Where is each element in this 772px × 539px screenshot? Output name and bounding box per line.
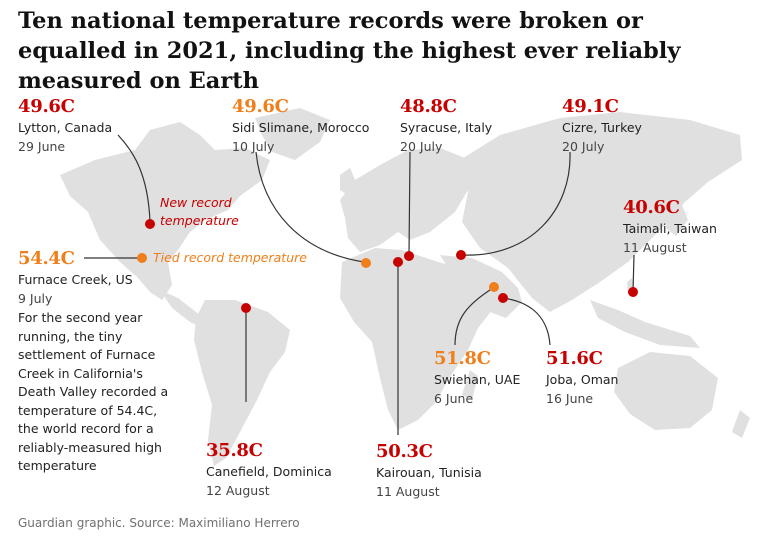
marker-furnace: [137, 253, 147, 263]
record-place: Lytton, Canada: [18, 120, 113, 135]
marker-sidi: [361, 258, 371, 268]
record-lytton: 49.6C Lytton, Canada 29 June: [18, 96, 112, 156]
land-new-zealand: [732, 410, 750, 438]
record-cizre: 49.1C Cizre, Turkey 20 July: [562, 96, 642, 156]
marker-joba: [498, 293, 508, 303]
record-temp: 49.6C: [18, 96, 75, 117]
record-date: 20 July: [562, 139, 605, 154]
land-japan: [666, 200, 688, 236]
land-south-america: [194, 300, 290, 466]
record-place: Joba, Oman: [546, 372, 619, 387]
record-temp: 49.6C: [232, 96, 289, 117]
record-date: 29 June: [18, 139, 66, 154]
land-uk: [340, 168, 356, 195]
leader-lines: [84, 134, 635, 435]
record-temp: 40.6C: [623, 197, 680, 218]
land-madagascar: [462, 370, 478, 400]
record-date: 11 August: [623, 240, 687, 255]
record-kairouan: 50.3C Kairouan, Tunisia 11 August: [376, 441, 482, 501]
record-canefield: 35.8C Canefield, Dominica 12 August: [206, 440, 332, 500]
record-temp: 51.8C: [434, 348, 491, 369]
marker-lytton: [145, 219, 155, 229]
land-asia: [460, 112, 742, 312]
record-place: Sidi Slimane, Morocco: [232, 120, 370, 135]
source-credit: Guardian graphic. Source: Maximiliano He…: [18, 516, 300, 530]
leader-line-syracuse: [408, 151, 411, 256]
marker-taimali: [628, 287, 638, 297]
land-africa: [340, 248, 496, 430]
record-sidi-slimane: 49.6C Sidi Slimane, Morocco 10 July: [232, 96, 369, 156]
leader-line-sidi: [255, 151, 365, 263]
record-temp: 35.8C: [206, 440, 263, 461]
leader-line-joba: [502, 297, 551, 346]
leader-line-lytton: [117, 134, 151, 223]
record-date: 11 August: [376, 484, 440, 499]
land-greenland: [255, 108, 330, 160]
record-date: 12 August: [206, 483, 270, 498]
land-australia: [614, 352, 718, 430]
record-date: 9 July: [18, 291, 53, 306]
land-north-america: [60, 122, 270, 300]
record-swiehan: 51.8C Swiehan, UAE 6 June: [434, 348, 520, 408]
record-temp: 54.4C: [18, 248, 75, 269]
land-europe: [340, 148, 470, 252]
record-place: Furnace Creek, US: [18, 272, 133, 287]
record-place: Syracuse, Italy: [400, 120, 493, 135]
legend-tied-record: Tied record temperature: [153, 250, 307, 265]
marker-canefield: [241, 303, 251, 313]
record-temp: 49.1C: [562, 96, 619, 117]
record-temp: 51.6C: [546, 348, 603, 369]
record-place: Swiehan, UAE: [434, 372, 521, 387]
record-syracuse: 48.8C Syracuse, Italy 20 July: [400, 96, 492, 156]
record-markers: [137, 219, 638, 313]
record-place: Kairouan, Tunisia: [376, 465, 482, 480]
record-date: 6 June: [434, 391, 474, 406]
leader-line-cizre: [461, 151, 571, 256]
record-date: 10 July: [232, 139, 275, 154]
furnace-creek-note: For the second year running, the tiny se…: [18, 310, 169, 473]
record-place: Cizre, Turkey: [562, 120, 642, 135]
record-temp: 50.3C: [376, 441, 433, 462]
land-se-asia: [590, 300, 700, 348]
record-taimali: 40.6C Taimali, Taiwan 11 August: [623, 197, 717, 257]
land-masses: [60, 108, 750, 466]
record-date: 16 June: [546, 391, 594, 406]
record-place: Canefield, Dominica: [206, 464, 332, 479]
marker-swiehan: [489, 282, 499, 292]
record-furnace-creek: 54.4C Furnace Creek, US 9 July: [18, 248, 133, 308]
record-temp: 48.8C: [400, 96, 457, 117]
record-date: 20 July: [400, 139, 443, 154]
leader-line-taimali: [632, 254, 635, 293]
record-joba: 51.6C Joba, Oman 16 June: [546, 348, 618, 408]
record-place: Taimali, Taiwan: [623, 221, 717, 236]
leader-line-swiehan: [454, 287, 494, 346]
legend-new-record: New record temperature: [160, 195, 239, 228]
marker-kairouan: [393, 257, 403, 267]
marker-syracuse: [404, 251, 414, 261]
chart-title: Ten national temperature records were br…: [18, 8, 681, 94]
marker-cizre: [456, 250, 466, 260]
